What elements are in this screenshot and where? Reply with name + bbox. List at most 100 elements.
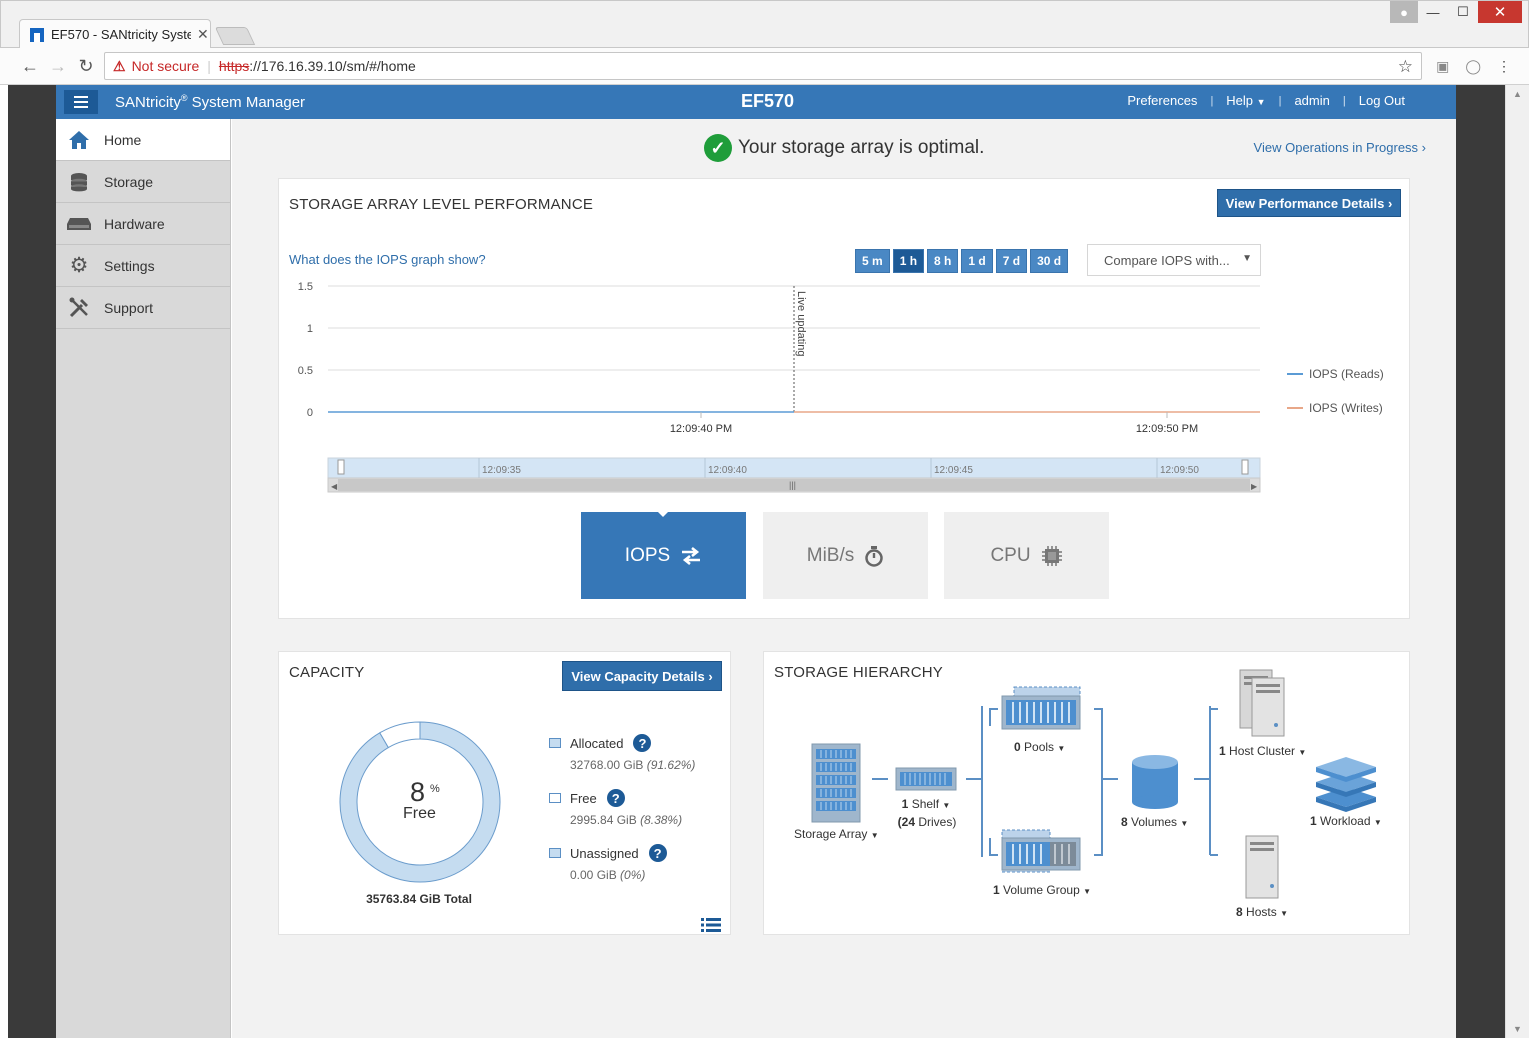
navigator-right-handle[interactable] — [1241, 459, 1249, 475]
compare-iops-select[interactable]: Compare IOPS with... ▼ — [1087, 244, 1261, 276]
chart-navigator[interactable] — [327, 457, 1261, 479]
back-arrow-icon[interactable]: ← — [21, 56, 39, 76]
legend-reads[interactable]: IOPS (Reads) — [1287, 367, 1384, 381]
pools-icon[interactable] — [1001, 686, 1081, 730]
browser-menu-icon[interactable]: ⋮ — [1497, 58, 1511, 74]
help-question-icon[interactable]: ? — [648, 844, 667, 862]
volume-group-icon[interactable] — [1001, 829, 1081, 873]
scroll-left-icon[interactable]: ◀ — [331, 482, 338, 491]
range-1d-button[interactable]: 1 d — [961, 249, 993, 273]
hamburger-menu-icon[interactable] — [64, 90, 98, 114]
y-tick-label: 1.5 — [298, 281, 313, 293]
storage-array-icon[interactable] — [811, 743, 861, 823]
user-profile-icon[interactable]: ● — [1390, 1, 1418, 23]
gear-icon: ⚙ — [69, 254, 89, 277]
tools-icon — [66, 297, 92, 319]
forward-arrow-icon[interactable]: → — [49, 56, 67, 76]
view-operations-link[interactable]: View Operations in Progress › — [1253, 140, 1426, 155]
warning-triangle-icon: ⚠ — [113, 57, 126, 74]
performance-panel: STORAGE ARRAY LEVEL PERFORMANCE View Per… — [278, 178, 1410, 619]
sidebar-item-storage[interactable]: Storage — [56, 161, 230, 203]
check-circle-icon: ✓ — [704, 134, 732, 162]
status-message: Your storage array is optimal. — [738, 137, 985, 158]
extension-circle-icon[interactable]: ◯ — [1465, 58, 1481, 74]
maximize-icon[interactable]: ☐ — [1457, 4, 1469, 19]
volume-group-menu[interactable]: 1 Volume Group ▼ — [993, 883, 1092, 897]
iops-chart: 1.5 1 0.5 0 Live updating 12:09:40 PM 12:09:… — [298, 281, 1261, 493]
caret-down-icon: ▼ — [1280, 909, 1288, 918]
sidebar-item-label: Support — [104, 299, 154, 316]
pools-menu[interactable]: 0 Pools ▼ — [1014, 740, 1066, 754]
navigator-tick-label: 12:09:35 — [482, 465, 521, 476]
range-7d-button[interactable]: 7 d — [995, 249, 1028, 273]
page-scrollbar[interactable]: ▲ ▼ — [1505, 85, 1529, 1038]
sidebar-item-label: Storage — [104, 173, 154, 190]
help-question-icon[interactable]: ? — [606, 789, 625, 807]
list-view-icon[interactable] — [701, 917, 721, 933]
range-5m-button[interactable]: 5 m — [855, 249, 890, 273]
sidebar-item-label: Settings — [104, 257, 155, 274]
scroll-up-icon[interactable]: ▲ — [1513, 89, 1522, 99]
host-cluster-menu[interactable]: 1 Host Cluster ▼ — [1219, 744, 1307, 758]
preferences-link[interactable]: Preferences — [1127, 93, 1198, 108]
y-tick-label: 1 — [307, 323, 313, 335]
home-icon — [66, 130, 92, 150]
sidebar-item-support[interactable]: Support — [56, 287, 230, 329]
range-1h-button[interactable]: 1 h — [892, 249, 925, 273]
tab-cpu[interactable]: CPU — [944, 512, 1109, 599]
navigator-scroll-thumb[interactable] — [338, 479, 1250, 491]
scroll-right-icon[interactable]: ▶ — [1251, 482, 1258, 491]
new-tab-button[interactable] — [214, 27, 256, 45]
percent-sign: % — [430, 783, 440, 795]
chip-icon — [1041, 545, 1063, 567]
workload-icon[interactable] — [1316, 757, 1376, 812]
navigator-left-handle[interactable] — [337, 459, 345, 475]
hosts-icon[interactable] — [1245, 835, 1279, 899]
workload-menu[interactable]: 1 Workload ▼ — [1310, 814, 1382, 828]
view-capacity-details-button[interactable]: View Capacity Details › — [562, 661, 722, 691]
help-menu[interactable]: Help ▼ — [1226, 93, 1266, 108]
scroll-down-icon[interactable]: ▼ — [1513, 1024, 1522, 1034]
caret-down-icon: ▼ — [1083, 887, 1092, 896]
iops-help-link[interactable]: What does the IOPS graph show? — [289, 252, 486, 267]
legend-writes[interactable]: IOPS (Writes) — [1287, 401, 1383, 415]
reload-icon[interactable]: ↻ — [78, 56, 94, 76]
tab-mibs[interactable]: MiB/s — [763, 512, 928, 599]
navigator-tick-label: 12:09:50 — [1160, 465, 1199, 476]
free-segment[interactable] — [379, 721, 421, 749]
hosts-menu[interactable]: 8 Hosts ▼ — [1236, 905, 1288, 919]
volumes-icon[interactable] — [1132, 755, 1178, 809]
address-bar[interactable]: ⚠ Not secure | https ://176.16.39.10/sm/… — [104, 52, 1422, 80]
view-performance-details-button[interactable]: View Performance Details › — [1217, 189, 1401, 217]
help-question-icon[interactable]: ? — [633, 734, 652, 752]
user-link[interactable]: admin — [1294, 93, 1330, 108]
time-range-selector: 5 m 1 h 8 h 1 d 7 d 30 d — [855, 249, 1069, 273]
database-icon — [66, 172, 92, 192]
range-8h-button[interactable]: 8 h — [927, 249, 959, 273]
window-close-icon[interactable]: ✕ — [1478, 1, 1522, 23]
sidebar-item-hardware[interactable]: Hardware — [56, 203, 230, 245]
volumes-menu[interactable]: 8 Volumes ▼ — [1121, 815, 1189, 829]
allocated-segment[interactable] — [339, 721, 501, 883]
free-label: Free — [403, 805, 436, 822]
sidebar-item-home[interactable]: Home — [56, 119, 230, 161]
storage-array-menu[interactable]: Storage Array ▼ — [794, 827, 879, 841]
shelf-menu[interactable]: 1 Shelf ▼ — [901, 797, 951, 811]
host-cluster-icon[interactable] — [1239, 669, 1285, 737]
tab-iops[interactable]: IOPS — [581, 511, 746, 599]
bookmark-star-icon[interactable]: ☆ — [1397, 57, 1413, 76]
shelf-icon[interactable] — [895, 767, 957, 791]
url-scheme: https — [218, 58, 250, 74]
main-content: ✓ Your storage array is optimal. View Op… — [232, 119, 1456, 1038]
sidebar-item-settings[interactable]: ⚙ Settings — [56, 245, 230, 287]
app-name: SANtricity® System Manager — [115, 93, 306, 111]
minimize-icon[interactable]: — — [1426, 4, 1440, 20]
range-30d-button[interactable]: 30 d — [1030, 249, 1069, 273]
capacity-title: CAPACITY — [289, 664, 365, 681]
hierarchy-title: STORAGE HIERARCHY — [774, 664, 943, 681]
browser-tab[interactable]: EF570 - SANtricity System Manager ✕ — [19, 19, 211, 49]
pdf-extension-icon[interactable]: ▣ — [1436, 58, 1450, 74]
tab-close-icon[interactable]: ✕ — [197, 26, 209, 42]
logout-link[interactable]: Log Out — [1358, 93, 1405, 108]
legend-allocated: Allocated? 32768.00 GiB (91.62%) — [549, 734, 695, 772]
